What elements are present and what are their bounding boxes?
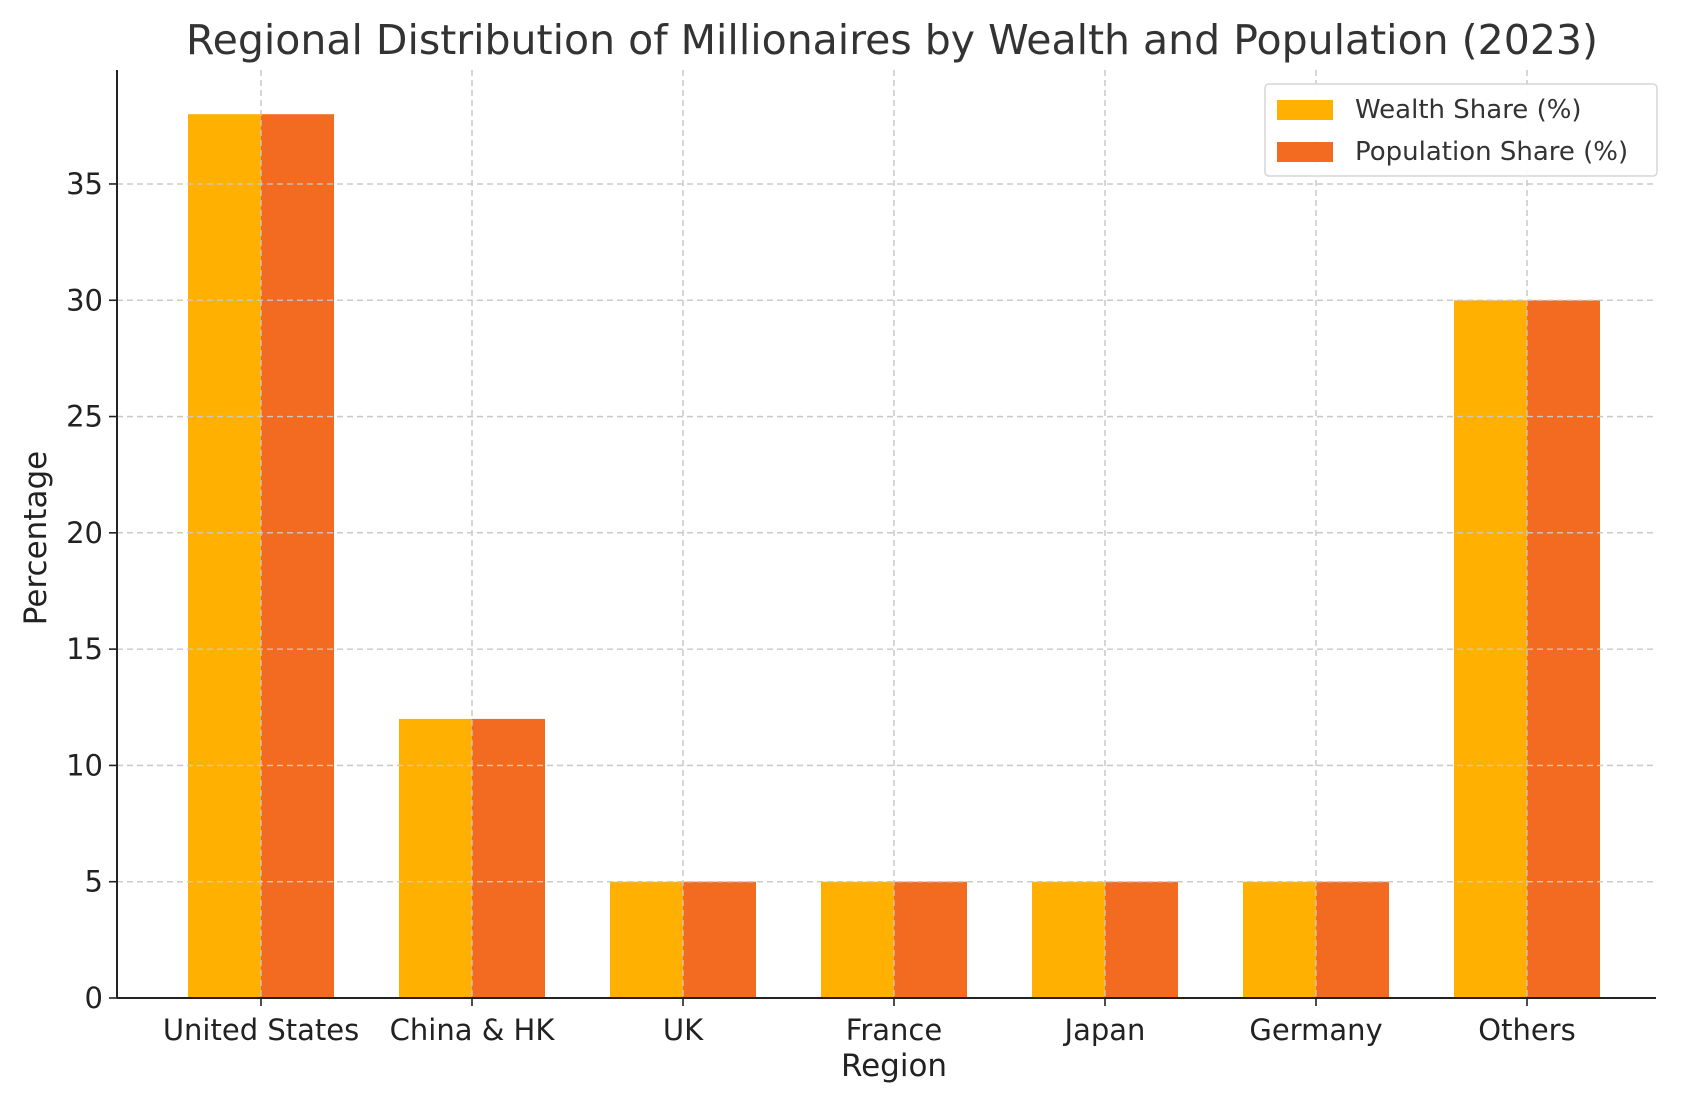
x-tick-label: Others (1478, 1013, 1575, 1047)
y-tick-label: 10 (66, 748, 103, 782)
bars (117, 70, 1656, 999)
legend-label-1: Population Share (%) (1355, 137, 1628, 167)
y-tick-label: 20 (66, 516, 103, 550)
grid (117, 70, 1656, 998)
x-tick-label: Japan (1063, 1013, 1146, 1047)
x-tick-label: United States (163, 1013, 359, 1047)
chart-title: Regional Distribution of Millionaires by… (186, 16, 1598, 64)
x-tick-label: Germany (1249, 1013, 1382, 1047)
bar-wealth-0 (188, 114, 261, 998)
bar-population-3 (894, 881, 967, 998)
legend: Wealth Share (%) Population Share (%) (1264, 83, 1658, 177)
bar-population-4 (1105, 881, 1178, 998)
bar-population-1 (472, 718, 545, 998)
y-tick-label: 25 (66, 400, 103, 434)
x-tick-label: China & HK (390, 1013, 556, 1047)
y-tick-label: 35 (66, 167, 103, 201)
bar-wealth-5 (1243, 881, 1316, 998)
bar-population-5 (1316, 881, 1389, 998)
legend-swatch-1 (1277, 142, 1333, 162)
x-axis-label: Region (841, 1048, 947, 1084)
bar-population-2 (683, 881, 756, 998)
y-tick-label: 0 (85, 981, 103, 1015)
y-tick-label: 30 (66, 283, 103, 317)
legend-swatch-0 (1277, 100, 1333, 120)
bar-wealth-4 (1032, 881, 1105, 998)
y-tick-label: 5 (85, 865, 103, 899)
legend-box (1264, 83, 1658, 177)
x-tick-label: UK (663, 1013, 704, 1047)
bar-wealth-3 (821, 881, 894, 998)
y-axis-label: Percentage (18, 451, 54, 625)
bar-wealth-1 (399, 718, 472, 998)
bar-wealth-2 (610, 881, 683, 998)
legend-label-0: Wealth Share (%) (1355, 95, 1582, 125)
bar-population-0 (261, 114, 334, 998)
axes: 0 5 10 15 20 25 30 35 United States China & HK UK F… (66, 70, 1656, 1047)
x-tick-label: France (846, 1013, 942, 1047)
y-tick-label: 15 (66, 632, 103, 666)
